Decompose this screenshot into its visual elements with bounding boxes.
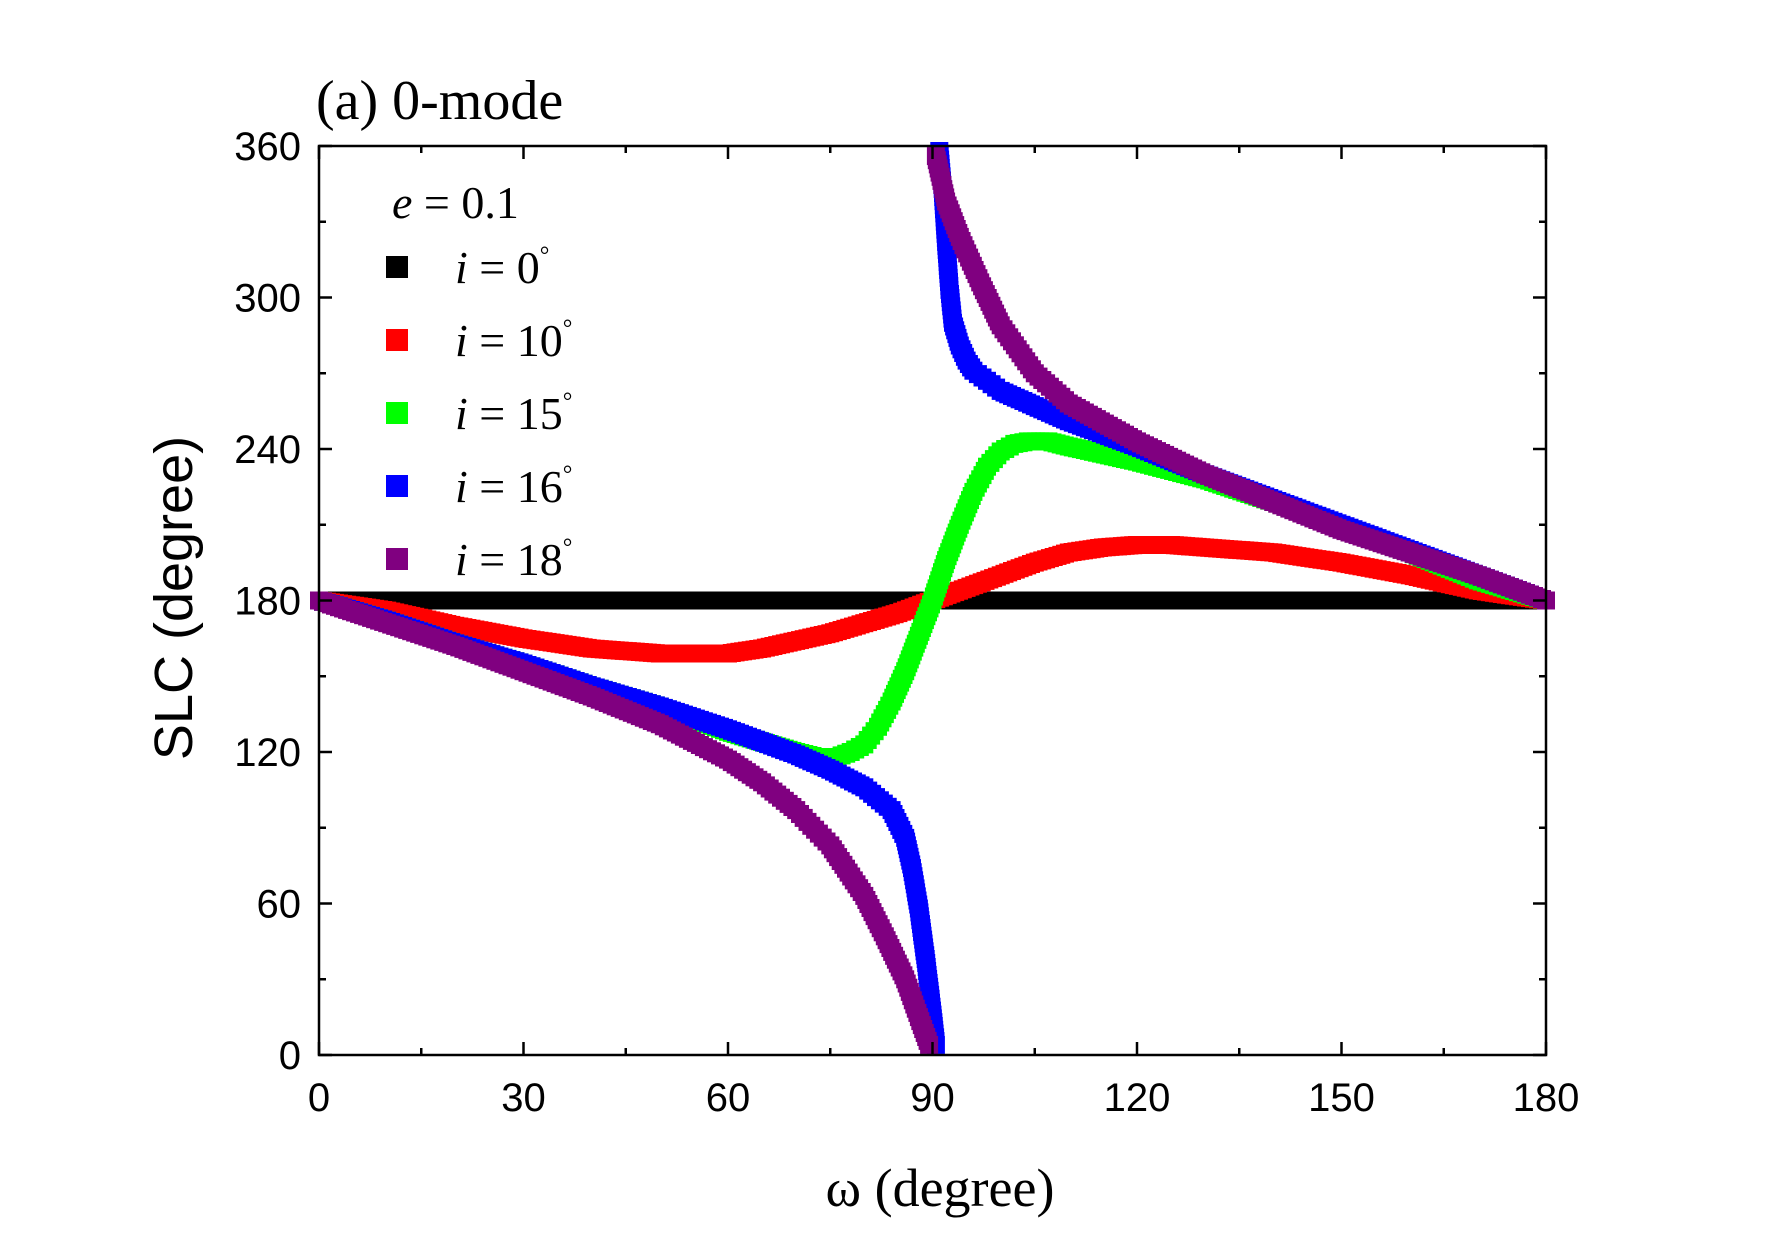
x-tick-label: 120 — [1104, 1076, 1171, 1120]
legend-header-value: = 0.1 — [412, 177, 518, 228]
axes-layer: 0 30 60 90 120 150 180 0 60 120 180 240 300 360 — [234, 125, 1579, 1120]
data-layer — [310, 142, 1555, 1054]
legend: e = 0.1i = 0°i = 10°i = 15°i = 16°i = 18… — [386, 177, 572, 585]
x-tick-label: 180 — [1513, 1076, 1580, 1120]
legend-label-var: i — [455, 461, 468, 512]
y-tick-label: 300 — [234, 277, 301, 321]
legend-item-0: i = 0° — [386, 242, 549, 293]
legend-label: i = 0° — [455, 242, 549, 293]
legend-label-value: = 16 — [468, 461, 563, 512]
legend-label-degree: ° — [540, 243, 550, 269]
legend-item-3: i = 16° — [386, 461, 572, 512]
legend-label: i = 10° — [455, 315, 572, 366]
legend-label-degree: ° — [563, 316, 573, 342]
legend-label-degree: ° — [563, 462, 573, 488]
legend-label-value: = 10 — [468, 315, 563, 366]
legend-label: i = 18° — [455, 534, 572, 585]
data-point — [920, 1035, 939, 1054]
y-tick-label: 240 — [234, 428, 301, 472]
x-tick-label: 30 — [501, 1076, 546, 1120]
y-axis-label: SLC (degree) — [144, 436, 204, 760]
chart-title: (a) 0-mode — [316, 70, 563, 132]
legend-header-var: e — [392, 177, 412, 228]
x-tick-label: 60 — [706, 1076, 751, 1120]
x-tick-label: 0 — [308, 1076, 330, 1120]
legend-label: i = 15° — [455, 388, 572, 439]
legend-item-4: i = 18° — [386, 534, 572, 585]
x-tick-label: 150 — [1308, 1076, 1375, 1120]
legend-label-value: = 15 — [468, 388, 563, 439]
y-tick-label: 360 — [234, 125, 301, 169]
x-axis-label: ω (degree) — [826, 1158, 1055, 1218]
legend-label: i = 16° — [455, 461, 572, 512]
legend-marker — [386, 548, 408, 570]
legend-item-2: i = 15° — [386, 388, 572, 439]
legend-marker — [386, 475, 408, 497]
x-tick-label: 90 — [910, 1076, 955, 1120]
legend-marker — [386, 402, 408, 424]
legend-item-1: i = 10° — [386, 315, 572, 366]
legend-marker — [386, 329, 408, 351]
legend-label-var: i — [455, 242, 468, 293]
series-4 — [310, 147, 1555, 1054]
legend-label-var: i — [455, 388, 468, 439]
y-tick-label: 0 — [279, 1034, 301, 1078]
y-tick-label: 60 — [257, 883, 302, 927]
legend-label-var: i — [455, 534, 468, 585]
legend-label-degree: ° — [563, 535, 573, 561]
y-tick-label: 120 — [234, 731, 301, 775]
legend-label-value: = 18 — [468, 534, 563, 585]
legend-label-degree: ° — [563, 389, 573, 415]
legend-label-value: = 0 — [468, 242, 540, 293]
legend-header: e = 0.1 — [392, 177, 519, 228]
legend-marker — [386, 256, 408, 278]
y-tick-label: 180 — [234, 580, 301, 624]
legend-label-var: i — [455, 315, 468, 366]
